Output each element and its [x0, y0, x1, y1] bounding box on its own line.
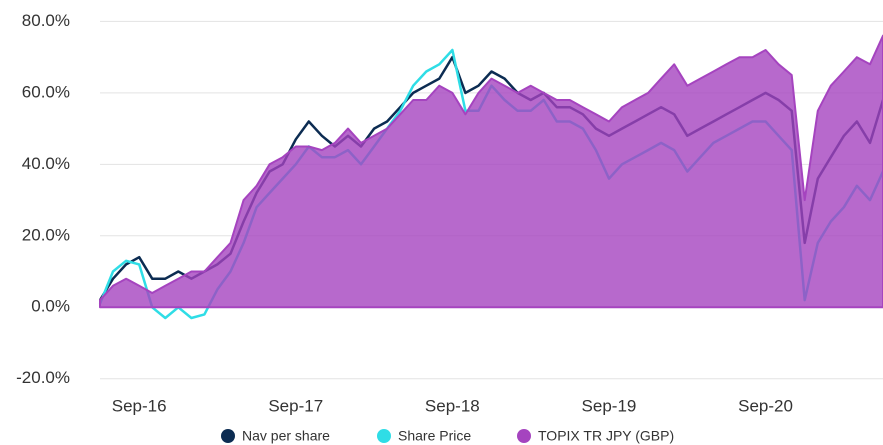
- y-tick-label: -20.0%: [16, 368, 70, 387]
- x-tick-label: Sep-16: [112, 396, 167, 415]
- legend-label: Share Price: [398, 428, 471, 444]
- y-tick-label: 20.0%: [22, 225, 70, 244]
- y-tick-label: 80.0%: [22, 11, 70, 30]
- y-tick-label: 40.0%: [22, 154, 70, 173]
- x-tick-label: Sep-17: [268, 396, 323, 415]
- legend-marker: [377, 429, 391, 443]
- legend-label: TOPIX TR JPY (GBP): [538, 428, 674, 444]
- x-tick-label: Sep-18: [425, 396, 480, 415]
- legend-marker: [221, 429, 235, 443]
- x-tick-label: Sep-19: [582, 396, 637, 415]
- y-tick-label: 0.0%: [31, 297, 70, 316]
- series-area: [99, 34, 883, 309]
- x-tick-label: Sep-20: [738, 396, 793, 415]
- legend-label: Nav per share: [242, 428, 330, 444]
- legend-marker: [517, 429, 531, 443]
- y-tick-label: 60.0%: [22, 82, 70, 101]
